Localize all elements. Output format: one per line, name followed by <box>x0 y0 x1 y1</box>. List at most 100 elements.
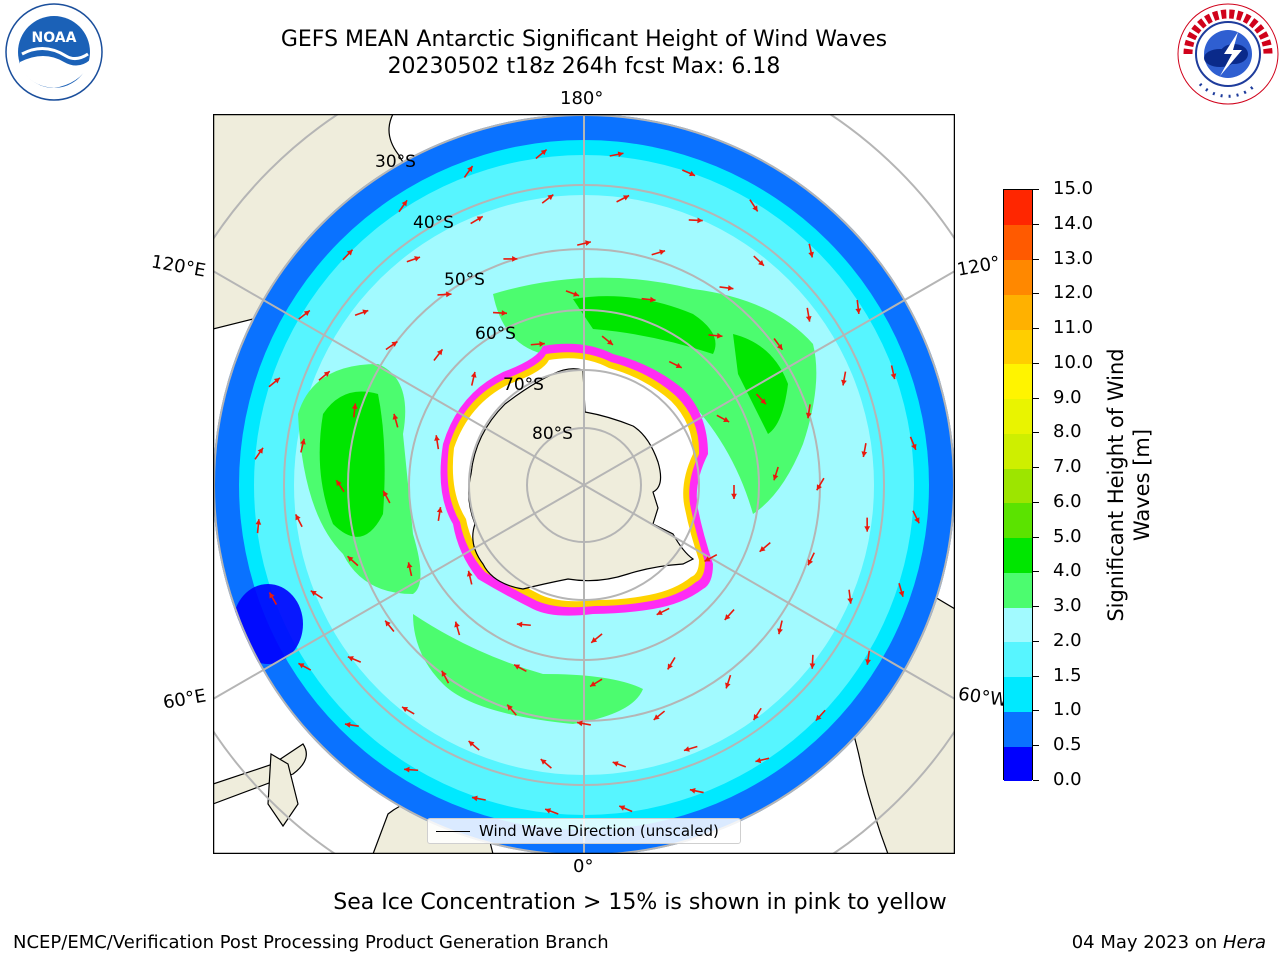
wind-arrow-head <box>468 740 475 747</box>
wind-arrow-head <box>591 637 598 643</box>
colorbar-tick-mark <box>1033 258 1039 260</box>
colorbar-segment <box>1004 746 1032 782</box>
colorbar-tick-mark <box>1033 501 1039 503</box>
wind-arrow-head <box>540 149 547 156</box>
lon-label-120w: 120° <box>955 252 1002 281</box>
wind-arrow-head <box>436 507 443 513</box>
wind-arrow-head <box>865 659 871 665</box>
wind-arrow-head <box>724 614 731 620</box>
wind-arrow-head <box>454 621 460 628</box>
wind-arrow-head <box>656 609 663 615</box>
wind-arrow-head <box>864 526 871 532</box>
colorbar-segment <box>1004 607 1032 643</box>
wind-arrow-head <box>295 514 301 521</box>
colorbar-segment <box>1004 329 1032 365</box>
chart-subtitle: 20230502 t18z 264h fcst Max: 6.18 <box>387 54 781 79</box>
wind-arrow-head <box>723 416 730 422</box>
footer-date-text: 04 May 2023 on <box>1071 932 1223 953</box>
wind-arrow-head <box>471 795 478 802</box>
wind-arrow-head <box>776 343 783 350</box>
wind-arrow-head <box>383 490 389 497</box>
lon-label-120e: 120°E <box>149 251 208 282</box>
wind-arrow-head <box>347 556 354 562</box>
colorbar-tick-mark <box>1033 536 1039 538</box>
wind-arrow-head <box>650 296 656 303</box>
wind-arrow-head <box>257 447 264 454</box>
wind-arrow-head <box>501 310 508 316</box>
lat-label-40s: 40°S <box>413 213 454 233</box>
wind-arrow-head <box>847 598 853 604</box>
colorbar-segment <box>1004 363 1032 400</box>
colorbar-tick-mark <box>1033 362 1039 364</box>
wind-arrow-head <box>323 371 330 377</box>
wind-arrow-head <box>590 681 597 687</box>
wind-arrow-head <box>300 438 306 445</box>
wind-arrow-head <box>704 556 711 562</box>
wind-arrow-head <box>772 474 779 481</box>
land-madagascar <box>267 752 299 828</box>
wind-arrow-head <box>577 720 583 727</box>
wind-arrow-head <box>855 308 862 314</box>
colorbar-tick-mark <box>1033 606 1039 608</box>
wind-arrow-head <box>807 559 814 566</box>
colorbar-tick-label: 9.0 <box>1053 386 1082 408</box>
wind-arrow-head <box>441 670 447 677</box>
wind-arrow-head <box>716 332 723 339</box>
colorbar-title: Significant Height of Wind Waves [m] <box>1104 348 1154 622</box>
colorbar-tick-mark <box>1033 328 1039 330</box>
footer-machine: Hera <box>1222 932 1266 953</box>
wind-arrow-head <box>758 260 764 266</box>
wind-arrow-head <box>683 746 690 752</box>
wind-arrow-head <box>898 590 905 597</box>
wind-arrow-head <box>667 663 673 670</box>
lat-label-70s: 70°S <box>503 375 544 395</box>
nws-logo <box>1177 3 1279 105</box>
colorbar-tick-label: 3.0 <box>1053 595 1082 617</box>
colorbar-tick-label: 1.5 <box>1053 664 1082 686</box>
wind-arrow-head <box>273 377 280 384</box>
colorbar-tick-mark <box>1033 780 1039 781</box>
colorbar-tick-mark <box>1033 675 1039 677</box>
wind-arrow-head <box>727 285 734 291</box>
wind-arrow-head <box>269 592 275 599</box>
colorbar <box>1003 189 1033 782</box>
colorbar-tick-label: 10.0 <box>1053 351 1094 373</box>
legend-label: Wind Wave Direction (unscaled) <box>479 822 719 840</box>
wind-arrow-head <box>697 217 703 224</box>
colorbar-tick-label: 0.0 <box>1053 769 1082 790</box>
colorbar-segment <box>1004 711 1032 747</box>
wind-arrow-head <box>303 310 310 317</box>
wind-arrow-head <box>336 480 342 487</box>
colorbar-tick-mark <box>1033 432 1039 434</box>
wind-arrow-head <box>805 315 812 322</box>
colorbar-tick-label: 2.0 <box>1053 629 1082 651</box>
colorbar-tick-label: 0.5 <box>1053 734 1082 756</box>
wind-arrow-head <box>841 379 847 386</box>
footer-date: 04 May 2023 on Hera <box>1072 932 1266 954</box>
wind-arrow-head <box>298 663 305 669</box>
lat-label-50s: 50°S <box>444 270 485 290</box>
colorbar-segment <box>1004 641 1032 678</box>
colorbar-tick-mark <box>1033 571 1039 573</box>
wind-arrow-head <box>346 249 353 256</box>
wind-arrow-head <box>516 621 523 628</box>
wind-arrow-head <box>347 656 354 662</box>
wind-arrow-head <box>759 546 766 552</box>
colorbar-segment <box>1004 224 1032 260</box>
colorbar-tick-label: 8.0 <box>1053 421 1082 443</box>
colorbar-tick-label: 7.0 <box>1053 456 1082 478</box>
polar-map <box>213 114 955 854</box>
colorbar-segment <box>1004 572 1032 608</box>
wind-arrow-head <box>777 628 783 635</box>
colorbar-tick-mark <box>1033 640 1039 642</box>
colorbar-segment <box>1004 468 1032 504</box>
wind-arrow-head <box>617 151 624 158</box>
wind-arrow-head <box>623 195 630 201</box>
colorbar-tick-mark <box>1033 710 1039 712</box>
wind-arrow-head <box>401 200 408 207</box>
colorbar-segment <box>1004 398 1032 434</box>
wind-arrow-head <box>466 570 473 577</box>
wind-arrow-head <box>540 759 547 765</box>
wind-arrow-head <box>861 451 868 457</box>
wind-arrow-head <box>689 787 696 794</box>
